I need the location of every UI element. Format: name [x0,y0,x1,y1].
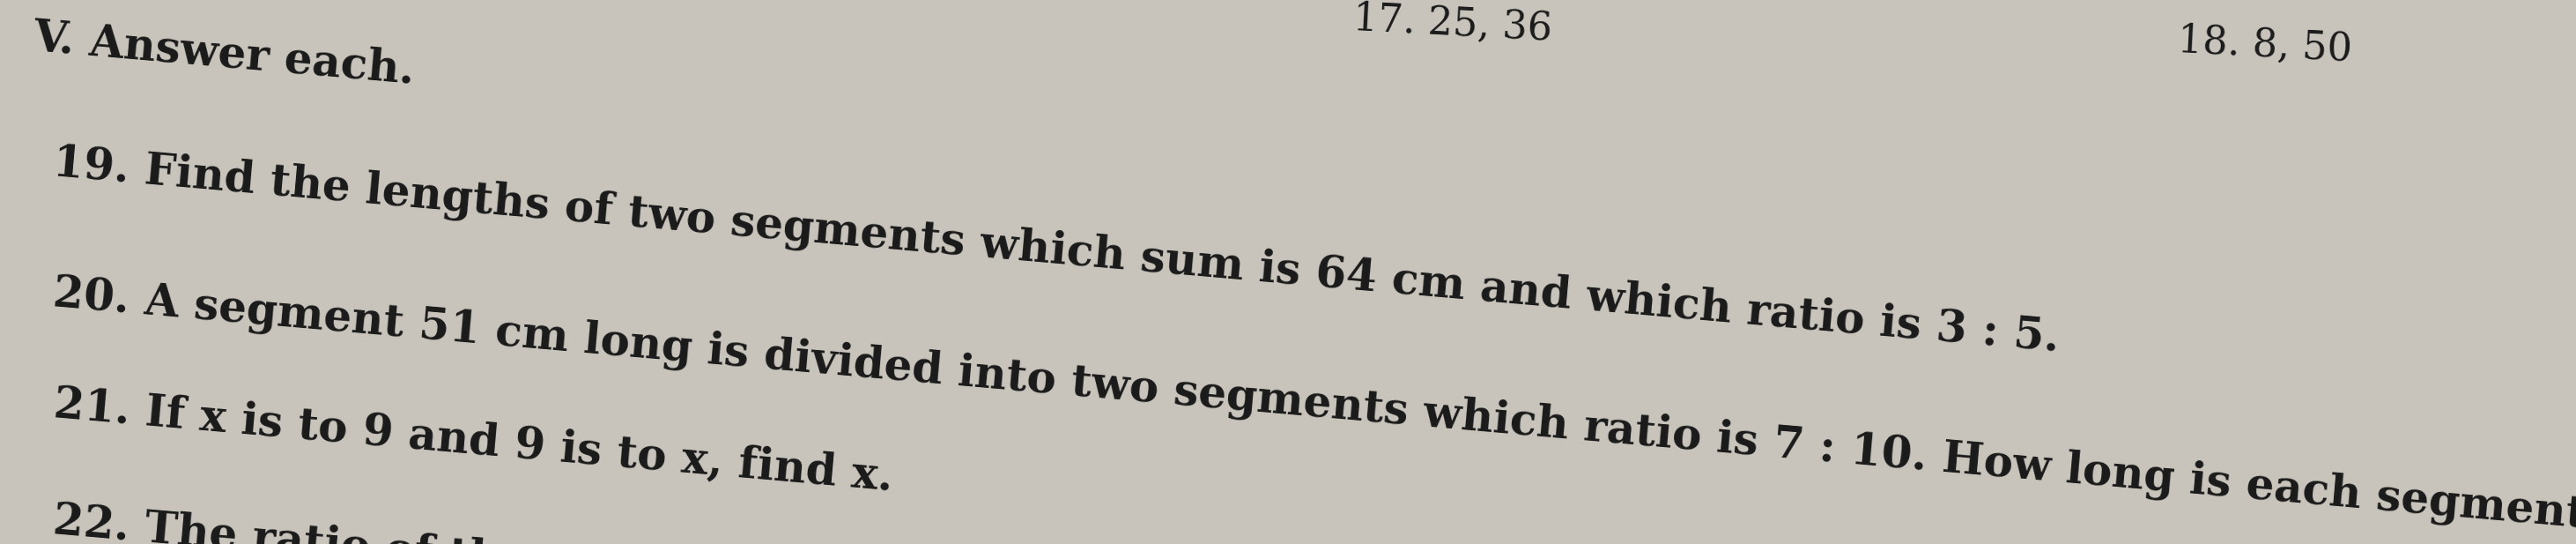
Text: 19. Find the lengths of two segments which sum is 64 cm and which ratio is 3 : 5: 19. Find the lengths of two segments whi… [52,141,2061,361]
Text: 22. The ratio of the sides of two squares is 4 : 5. What is the ratio of their a: 22. The ratio of the sides of two square… [52,500,2496,544]
Text: V. Answer each.: V. Answer each. [31,16,417,93]
Text: 18. 8, 50: 18. 8, 50 [2177,22,2352,69]
Text: 17. 25, 36: 17. 25, 36 [1352,0,1553,48]
Text: 20. A segment 51 cm long is divided into two segments which ratio is 7 : 10. How: 20. A segment 51 cm long is divided into… [52,272,2576,540]
Text: 21. If x is to 9 and 9 is to x, find x.: 21. If x is to 9 and 9 is to x, find x. [52,384,894,500]
